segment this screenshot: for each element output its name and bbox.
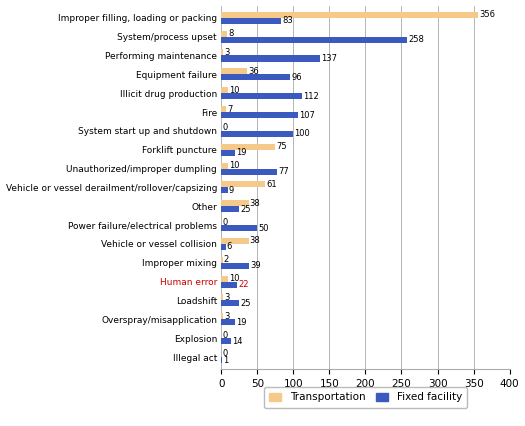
Bar xyxy=(221,144,275,150)
Bar xyxy=(221,276,228,282)
Text: 3: 3 xyxy=(225,293,230,302)
Text: 3: 3 xyxy=(225,312,230,321)
Bar xyxy=(221,131,293,137)
Bar xyxy=(221,282,237,288)
Bar xyxy=(221,12,478,18)
Text: 9: 9 xyxy=(229,186,234,195)
Text: 0: 0 xyxy=(222,124,227,132)
Bar xyxy=(221,93,302,99)
Bar xyxy=(221,49,223,55)
Bar xyxy=(221,187,228,193)
Text: 112: 112 xyxy=(303,92,319,101)
Bar xyxy=(221,244,226,250)
Text: 0: 0 xyxy=(222,218,227,227)
Text: 83: 83 xyxy=(282,16,293,25)
Text: 25: 25 xyxy=(240,299,251,308)
Bar xyxy=(221,263,249,269)
Text: 107: 107 xyxy=(299,110,316,120)
Bar xyxy=(221,338,232,344)
Bar xyxy=(221,313,223,320)
Text: 0: 0 xyxy=(222,349,227,359)
Text: 25: 25 xyxy=(240,205,251,214)
Text: 356: 356 xyxy=(479,10,495,19)
Text: 14: 14 xyxy=(233,337,243,345)
Text: 10: 10 xyxy=(229,161,240,170)
Text: 0: 0 xyxy=(222,331,227,340)
Bar xyxy=(221,55,320,61)
Bar xyxy=(221,181,265,187)
Text: 3: 3 xyxy=(225,48,230,57)
Bar xyxy=(221,31,227,37)
Text: 77: 77 xyxy=(278,167,289,176)
Text: 38: 38 xyxy=(250,236,260,245)
Bar xyxy=(221,320,235,325)
Text: 19: 19 xyxy=(236,148,247,157)
Text: 96: 96 xyxy=(291,73,302,82)
Bar xyxy=(221,200,249,206)
Bar xyxy=(221,18,281,24)
Text: 10: 10 xyxy=(229,86,240,95)
Text: 1: 1 xyxy=(223,356,228,365)
Bar xyxy=(221,68,247,75)
Bar xyxy=(221,357,222,363)
Text: 61: 61 xyxy=(266,180,277,189)
Text: 2: 2 xyxy=(224,255,229,264)
Text: 19: 19 xyxy=(236,318,247,327)
Bar xyxy=(221,206,239,212)
Bar xyxy=(221,150,235,156)
Bar xyxy=(221,87,228,93)
Bar xyxy=(221,163,228,169)
Text: 10: 10 xyxy=(229,274,240,283)
Text: 36: 36 xyxy=(248,67,259,76)
Bar xyxy=(221,294,223,300)
Bar xyxy=(221,225,257,231)
Text: 137: 137 xyxy=(321,54,337,63)
Text: 6: 6 xyxy=(227,242,232,251)
Bar xyxy=(221,112,298,118)
Bar xyxy=(221,75,290,81)
Text: 22: 22 xyxy=(238,280,249,289)
Text: 38: 38 xyxy=(250,199,260,208)
Bar xyxy=(221,300,239,306)
Legend: Transportation, Fixed facility: Transportation, Fixed facility xyxy=(264,387,467,408)
Text: 50: 50 xyxy=(258,224,269,233)
Bar xyxy=(221,257,223,263)
Text: 100: 100 xyxy=(295,130,310,138)
Text: 7: 7 xyxy=(227,104,233,113)
Bar xyxy=(221,238,249,244)
Bar xyxy=(221,169,277,175)
Text: 8: 8 xyxy=(228,29,234,38)
Text: 258: 258 xyxy=(408,35,424,44)
Text: 39: 39 xyxy=(250,261,261,270)
Bar xyxy=(221,106,226,112)
Text: 75: 75 xyxy=(276,142,287,151)
Bar xyxy=(221,37,407,43)
